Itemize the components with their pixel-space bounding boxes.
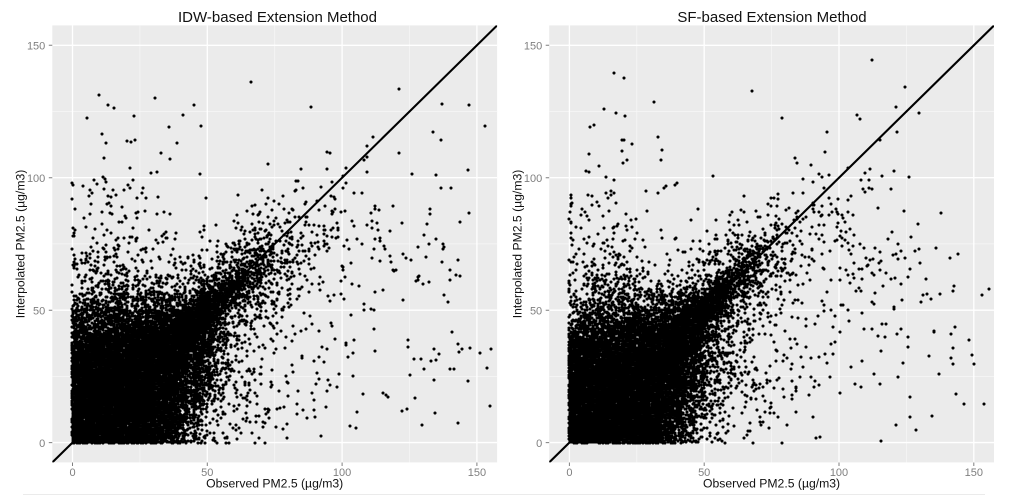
svg-text:0: 0 [536,438,542,450]
svg-text:50: 50 [698,467,710,479]
svg-text:150: 150 [468,467,486,479]
svg-text:150: 150 [965,467,983,479]
svg-text:0: 0 [39,438,45,450]
svg-text:50: 50 [530,306,542,318]
svg-text:0: 0 [69,467,75,479]
svg-text:SF-based Extension Method: SF-based Extension Method [677,9,866,26]
svg-text:100: 100 [333,467,351,479]
svg-text:50: 50 [33,306,45,318]
svg-text:100: 100 [830,467,848,479]
svg-text:100: 100 [27,173,45,185]
svg-text:0: 0 [566,467,572,479]
svg-text:50: 50 [201,467,213,479]
svg-text:IDW-based Extension Method: IDW-based Extension Method [178,9,377,26]
svg-text:150: 150 [524,41,542,53]
svg-text:Observed PM2.5 (µg/m3): Observed PM2.5 (µg/m3) [206,477,343,491]
svg-text:100: 100 [524,173,542,185]
svg-text:150: 150 [27,41,45,53]
svg-text:Interpolated PM2.5 (µg/m3): Interpolated PM2.5 (µg/m3) [511,170,525,319]
svg-text:Observed PM2.5 (µg/m3): Observed PM2.5 (µg/m3) [703,477,840,491]
svg-text:Interpolated PM2.5 (µg/m3): Interpolated PM2.5 (µg/m3) [14,170,28,319]
